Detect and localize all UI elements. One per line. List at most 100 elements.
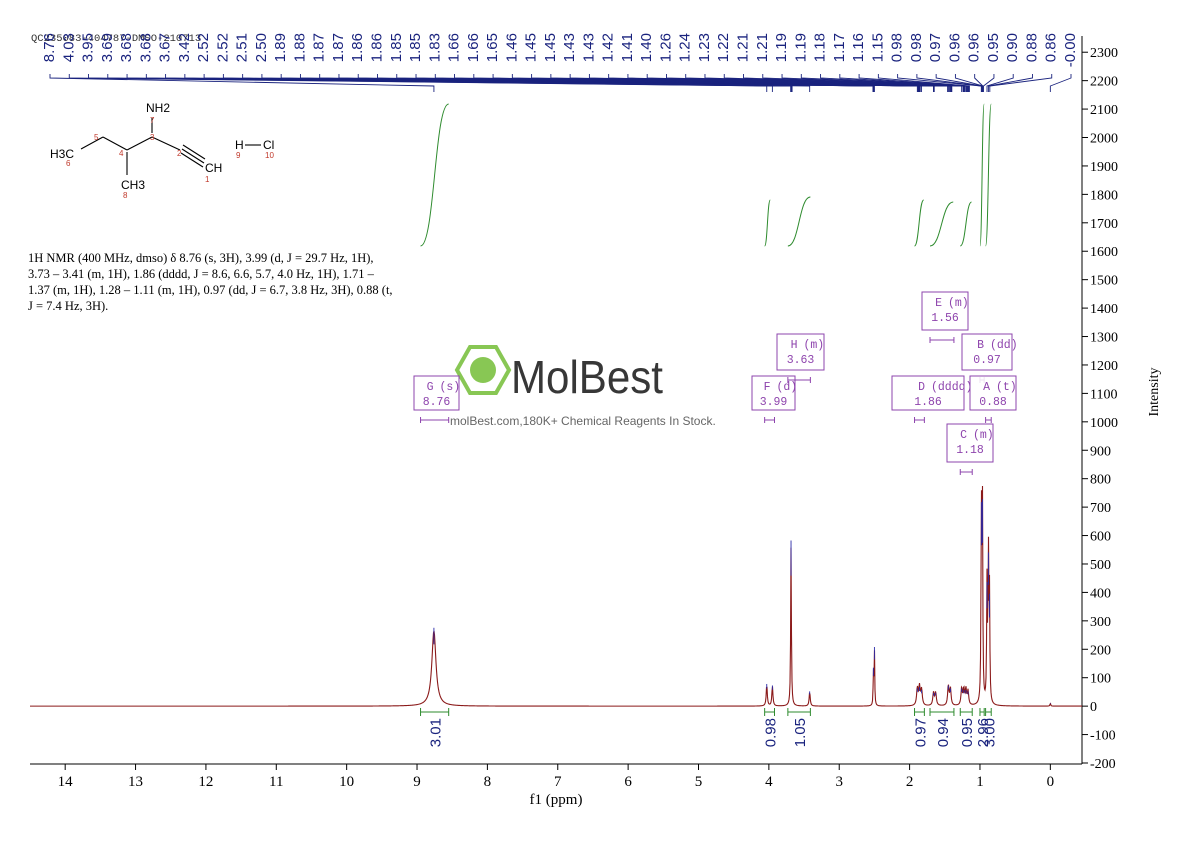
peak-shift-label: 0.98 xyxy=(889,33,906,62)
y-tick-label: 0 xyxy=(1090,700,1097,715)
multiplet-shift: 1.18 xyxy=(956,444,984,457)
integration-bracket xyxy=(979,708,985,716)
peak-shift-label: 1.23 xyxy=(696,33,713,62)
y-tick-label: 2300 xyxy=(1090,46,1118,61)
peak-label-leader xyxy=(987,74,1033,92)
peak-shift-label: 1.85 xyxy=(388,33,405,62)
atom-number: 8 xyxy=(123,191,128,200)
peak-shift-label: 1.46 xyxy=(503,33,520,62)
peak-shift-label: 1.17 xyxy=(831,33,848,62)
peak-shift-label: 2.51 xyxy=(234,33,251,62)
multiplet-shift: 1.56 xyxy=(931,312,959,325)
multiplet-type: (m) xyxy=(804,339,825,352)
x-tick-label: 8 xyxy=(484,774,492,790)
y-tick-label: 100 xyxy=(1090,672,1111,687)
multiplet-letter: H xyxy=(791,339,798,352)
multiplet-letter: G xyxy=(427,381,434,394)
peak-shift-label: 1.21 xyxy=(735,33,752,62)
peak-shift-label: 1.43 xyxy=(580,33,597,62)
peak-shift-label: -0.00 xyxy=(1062,33,1079,67)
integral-curve xyxy=(959,201,973,247)
multiplet-range-bracket xyxy=(787,377,811,383)
x-tick-label: 0 xyxy=(1047,774,1055,790)
atom-number: 2 xyxy=(177,149,182,158)
peak-label-leader xyxy=(986,74,1014,92)
multiplet-shift: 0.88 xyxy=(979,396,1007,409)
x-ticks: 14 13 12 11 10 9 8 7 6 5 4 3 2 1 0 xyxy=(58,764,1054,790)
peak-shift-label: 1.45 xyxy=(542,33,559,62)
peak-label-leader xyxy=(839,74,969,92)
atom-number: 4 xyxy=(119,149,124,158)
peak-shift-label: 0.90 xyxy=(1004,33,1021,62)
nmr-summary: 1H NMR (400 MHz, dmso) δ 8.76 (s, 3H), 3… xyxy=(28,251,393,313)
peak-shift-label: 1.22 xyxy=(715,33,732,62)
peak-shift-label: 1.15 xyxy=(869,33,886,62)
integration-value: 3.00 xyxy=(981,718,998,747)
multiplet-box xyxy=(921,291,969,331)
multiplet-range-bracket xyxy=(914,417,925,423)
multiplet-box xyxy=(969,375,1017,411)
watermark: MolBest molBest.com,180K+ Chemical Reage… xyxy=(450,345,716,428)
integral-curve xyxy=(787,196,811,247)
peak-shift-label: 1.19 xyxy=(792,33,809,62)
atom-number: 9 xyxy=(236,151,241,160)
nh2-label: NH2 xyxy=(146,101,170,115)
integration-bracket xyxy=(420,708,450,716)
peak-shift-label: 3.68 xyxy=(137,33,154,62)
peak-label-leader xyxy=(820,74,968,92)
peak-shift-label: 1.43 xyxy=(561,33,578,62)
peak-shift-label: 1.86 xyxy=(368,33,385,62)
x-tick-label: 6 xyxy=(624,774,632,790)
peak-shift-label: 8.76 xyxy=(41,33,58,62)
integration-value: 0.97 xyxy=(912,718,929,747)
integration-bracket xyxy=(914,708,925,716)
multiplet-range-bracket xyxy=(959,469,973,475)
peak-label-leader xyxy=(989,74,1053,92)
multiplet-boxes: G (s) 8.76 F (d) 3.99 H (m) 3.63 E (m) 1.56 D (dddd) 1… xyxy=(413,291,1018,475)
multiplet-box xyxy=(946,423,994,463)
peak-shift-label: 1.42 xyxy=(600,33,617,62)
x-tick-label: 14 xyxy=(58,774,74,790)
y-ticks: 2300220021002000190018001700160015001400… xyxy=(1082,46,1118,772)
multiplet-box xyxy=(961,333,1013,371)
peak-shift-label: 1.83 xyxy=(426,33,443,62)
y-tick-label: 200 xyxy=(1090,643,1111,658)
x-tick-label: 5 xyxy=(695,774,703,790)
peak-shift-label: 3.68 xyxy=(118,33,135,62)
peak-shift-label: 4.03 xyxy=(60,33,77,62)
y-tick-label: 1600 xyxy=(1090,245,1118,260)
peak-shift-label: 0.95 xyxy=(985,33,1002,62)
peak-shift-label: 1.87 xyxy=(330,33,347,62)
ch-label: CH xyxy=(205,161,222,175)
atom-number: 1 xyxy=(205,175,210,184)
peak-shift-label: 2.52 xyxy=(214,33,231,62)
y-tick-label: 1800 xyxy=(1090,188,1118,203)
integration-bracket xyxy=(985,708,992,716)
y-tick-label: 500 xyxy=(1090,558,1111,573)
y-tick-label: 1500 xyxy=(1090,274,1118,289)
spectrum-line xyxy=(30,485,1082,707)
peak-shift-label: 1.19 xyxy=(773,33,790,62)
peak-shift-label: 2.50 xyxy=(253,33,270,62)
y-tick-label: 2000 xyxy=(1090,132,1118,147)
peak-shift-label: 0.96 xyxy=(966,33,983,62)
peak-shift-label: 0.96 xyxy=(946,33,963,62)
peak-shift-label: 1.66 xyxy=(446,33,463,62)
peak-shift-label: 3.95 xyxy=(80,33,97,62)
peak-shift-label: 1.66 xyxy=(465,33,482,62)
y-tick-label: 300 xyxy=(1090,615,1111,630)
multiplet-range-bracket xyxy=(929,337,955,343)
multiplet-shift: 3.63 xyxy=(787,354,815,367)
multiplet-letter: A xyxy=(983,381,990,394)
multiplet-type: (d) xyxy=(777,381,798,394)
multiplet-letter: F xyxy=(764,381,771,394)
peak-shift-label: 1.87 xyxy=(311,33,328,62)
integration-value: 0.98 xyxy=(763,718,780,747)
atom-number: 7 xyxy=(150,116,155,125)
peak-shift-label: 1.85 xyxy=(407,33,424,62)
multiplet-type: (dd) xyxy=(990,339,1018,352)
bond-lines xyxy=(80,118,261,175)
x-tick-label: 12 xyxy=(198,774,213,790)
multiplet-shift: 0.97 xyxy=(973,354,1001,367)
